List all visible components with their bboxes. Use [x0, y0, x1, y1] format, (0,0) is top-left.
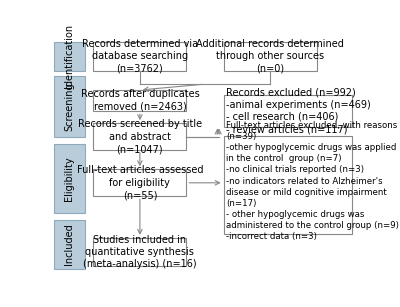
Text: Records after duplicates
removed (n=2463): Records after duplicates removed (n=2463… [80, 89, 199, 112]
FancyBboxPatch shape [224, 95, 352, 127]
FancyBboxPatch shape [94, 90, 186, 111]
FancyBboxPatch shape [94, 123, 186, 150]
Text: Records determined via
database searching
(n=3762): Records determined via database searchin… [82, 39, 198, 74]
Text: Studies included in
quantitative synthesis
(meta-analysis) (n=16): Studies included in quantitative synthes… [83, 235, 197, 269]
Text: Full-text articles excluded, with reasons
(n=39)
-other hypoglycemic drugs was a: Full-text articles excluded, with reason… [226, 121, 399, 241]
Text: Screening: Screening [64, 82, 74, 131]
FancyBboxPatch shape [94, 41, 186, 71]
FancyBboxPatch shape [94, 169, 186, 196]
Text: Eligibility: Eligibility [64, 156, 74, 201]
Text: Included: Included [64, 223, 74, 265]
FancyBboxPatch shape [224, 136, 352, 234]
Text: Records excluded (n=992)
-animal experiments (n=469)
- cell research (n=406)
- r: Records excluded (n=992) -animal experim… [226, 87, 371, 134]
FancyBboxPatch shape [94, 238, 186, 266]
FancyBboxPatch shape [54, 144, 85, 213]
Text: Records screened by title
and abstract
(n=1047): Records screened by title and abstract (… [78, 119, 202, 154]
FancyBboxPatch shape [54, 76, 85, 137]
FancyBboxPatch shape [224, 41, 317, 71]
Text: Additional records determined
through other sources
(n=0): Additional records determined through ot… [196, 39, 344, 74]
FancyBboxPatch shape [54, 41, 85, 71]
Text: Full-text articles assessed
for eligibility
(n=55): Full-text articles assessed for eligibil… [77, 165, 203, 200]
FancyBboxPatch shape [54, 220, 85, 269]
Text: Identification: Identification [64, 24, 74, 88]
